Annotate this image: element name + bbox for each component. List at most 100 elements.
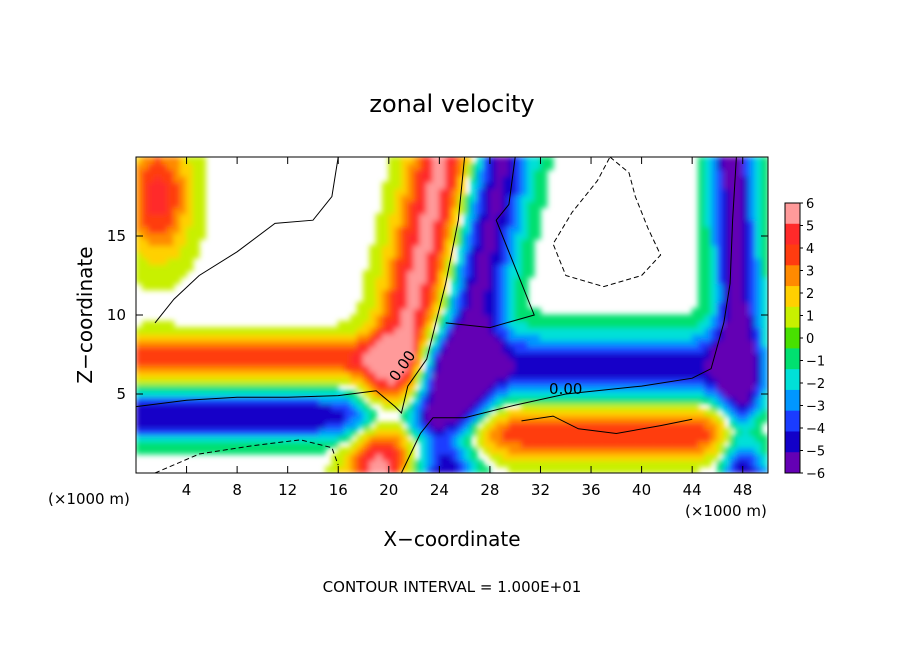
field-cell (565, 428, 573, 436)
field-cell (344, 333, 352, 341)
field-cell (464, 365, 472, 373)
field-cell (457, 175, 466, 183)
field-cell (514, 333, 523, 341)
field-cell (508, 213, 516, 221)
field-cell (754, 295, 763, 303)
field-cell (716, 402, 725, 411)
field-cell (451, 276, 459, 284)
field-cell (287, 428, 295, 436)
field-cell (407, 333, 415, 341)
field-cell (141, 358, 150, 367)
field-cell (432, 339, 440, 348)
field-cell (394, 327, 402, 335)
field-cell (432, 308, 440, 316)
field-cell (375, 377, 383, 386)
field-cell (356, 320, 365, 329)
field-cell (577, 377, 586, 386)
field-cell (179, 244, 188, 253)
field-cell (198, 440, 207, 449)
field-cell (628, 466, 636, 473)
field-cell (647, 466, 655, 473)
field-cell (735, 466, 744, 473)
field-cell (653, 396, 662, 404)
field-cell (710, 181, 718, 190)
field-cell (381, 263, 390, 272)
field-cell (419, 219, 428, 228)
field-cell (363, 371, 371, 379)
field-cell (748, 175, 756, 183)
field-cell (508, 194, 516, 202)
field-cell (748, 371, 756, 379)
field-cell (381, 466, 390, 473)
field-cell (685, 453, 693, 461)
field-cell (299, 396, 308, 404)
field-cell (356, 327, 365, 335)
field-cell (173, 226, 181, 234)
field-cell (710, 390, 718, 398)
field-cell (280, 434, 289, 442)
field-cell (697, 434, 706, 442)
field-cell (660, 320, 668, 329)
field-cell (464, 169, 472, 177)
field-cell (508, 162, 516, 171)
field-cell (483, 289, 491, 297)
field-cell (451, 434, 459, 442)
field-cell (293, 440, 301, 449)
field-cell (426, 232, 434, 240)
field-cell (527, 257, 535, 265)
field-cell (514, 346, 523, 354)
field-cell (312, 428, 320, 436)
field-cell (710, 270, 718, 278)
x-axis: 4 8 12 16 20 24 28 32 36 40 44 48 (182, 157, 752, 499)
field-cell (148, 371, 156, 379)
field-cell (666, 453, 674, 461)
field-cell (704, 251, 712, 259)
field-cell (198, 162, 207, 171)
field-cell (451, 327, 459, 335)
field-cell (647, 384, 655, 392)
field-cell (167, 276, 175, 284)
field-cell (565, 421, 573, 430)
field-cell (558, 447, 567, 455)
field-cell (268, 365, 276, 373)
field-cell (653, 428, 662, 436)
field-cell (426, 270, 434, 278)
field-cell (470, 232, 478, 240)
field-cell (489, 213, 497, 221)
field-cell (438, 226, 447, 234)
field-cell (590, 384, 598, 392)
colorbar-swatch (785, 389, 800, 412)
field-cell (388, 346, 396, 354)
field-cell (318, 333, 327, 341)
field-cell (464, 263, 472, 272)
field-cell (723, 232, 731, 240)
field-cell (160, 175, 169, 183)
field-cell (230, 390, 238, 398)
field-cell (419, 244, 428, 253)
field-cell (136, 257, 143, 265)
field-cell (388, 327, 396, 335)
field-cell (451, 157, 459, 164)
field-cell (211, 384, 219, 392)
field-cell (704, 301, 712, 310)
field-cell (628, 421, 636, 430)
field-cell (521, 181, 529, 190)
field-cell (394, 371, 402, 379)
field-cell (571, 409, 579, 417)
field-cell (432, 352, 440, 360)
field-cell (280, 352, 289, 360)
field-cell (457, 282, 466, 291)
field-cell (590, 333, 598, 341)
field-cell (331, 339, 339, 348)
field-cell (546, 459, 554, 468)
field-cell (533, 402, 541, 411)
field-cell (381, 339, 390, 348)
field-cell (426, 434, 434, 442)
field-cell (546, 371, 554, 379)
field-cell (287, 447, 295, 455)
field-cell (704, 282, 712, 291)
field-cell (476, 346, 485, 354)
field-cell (502, 175, 510, 183)
field-cell (521, 447, 529, 455)
field-cell (754, 181, 763, 190)
